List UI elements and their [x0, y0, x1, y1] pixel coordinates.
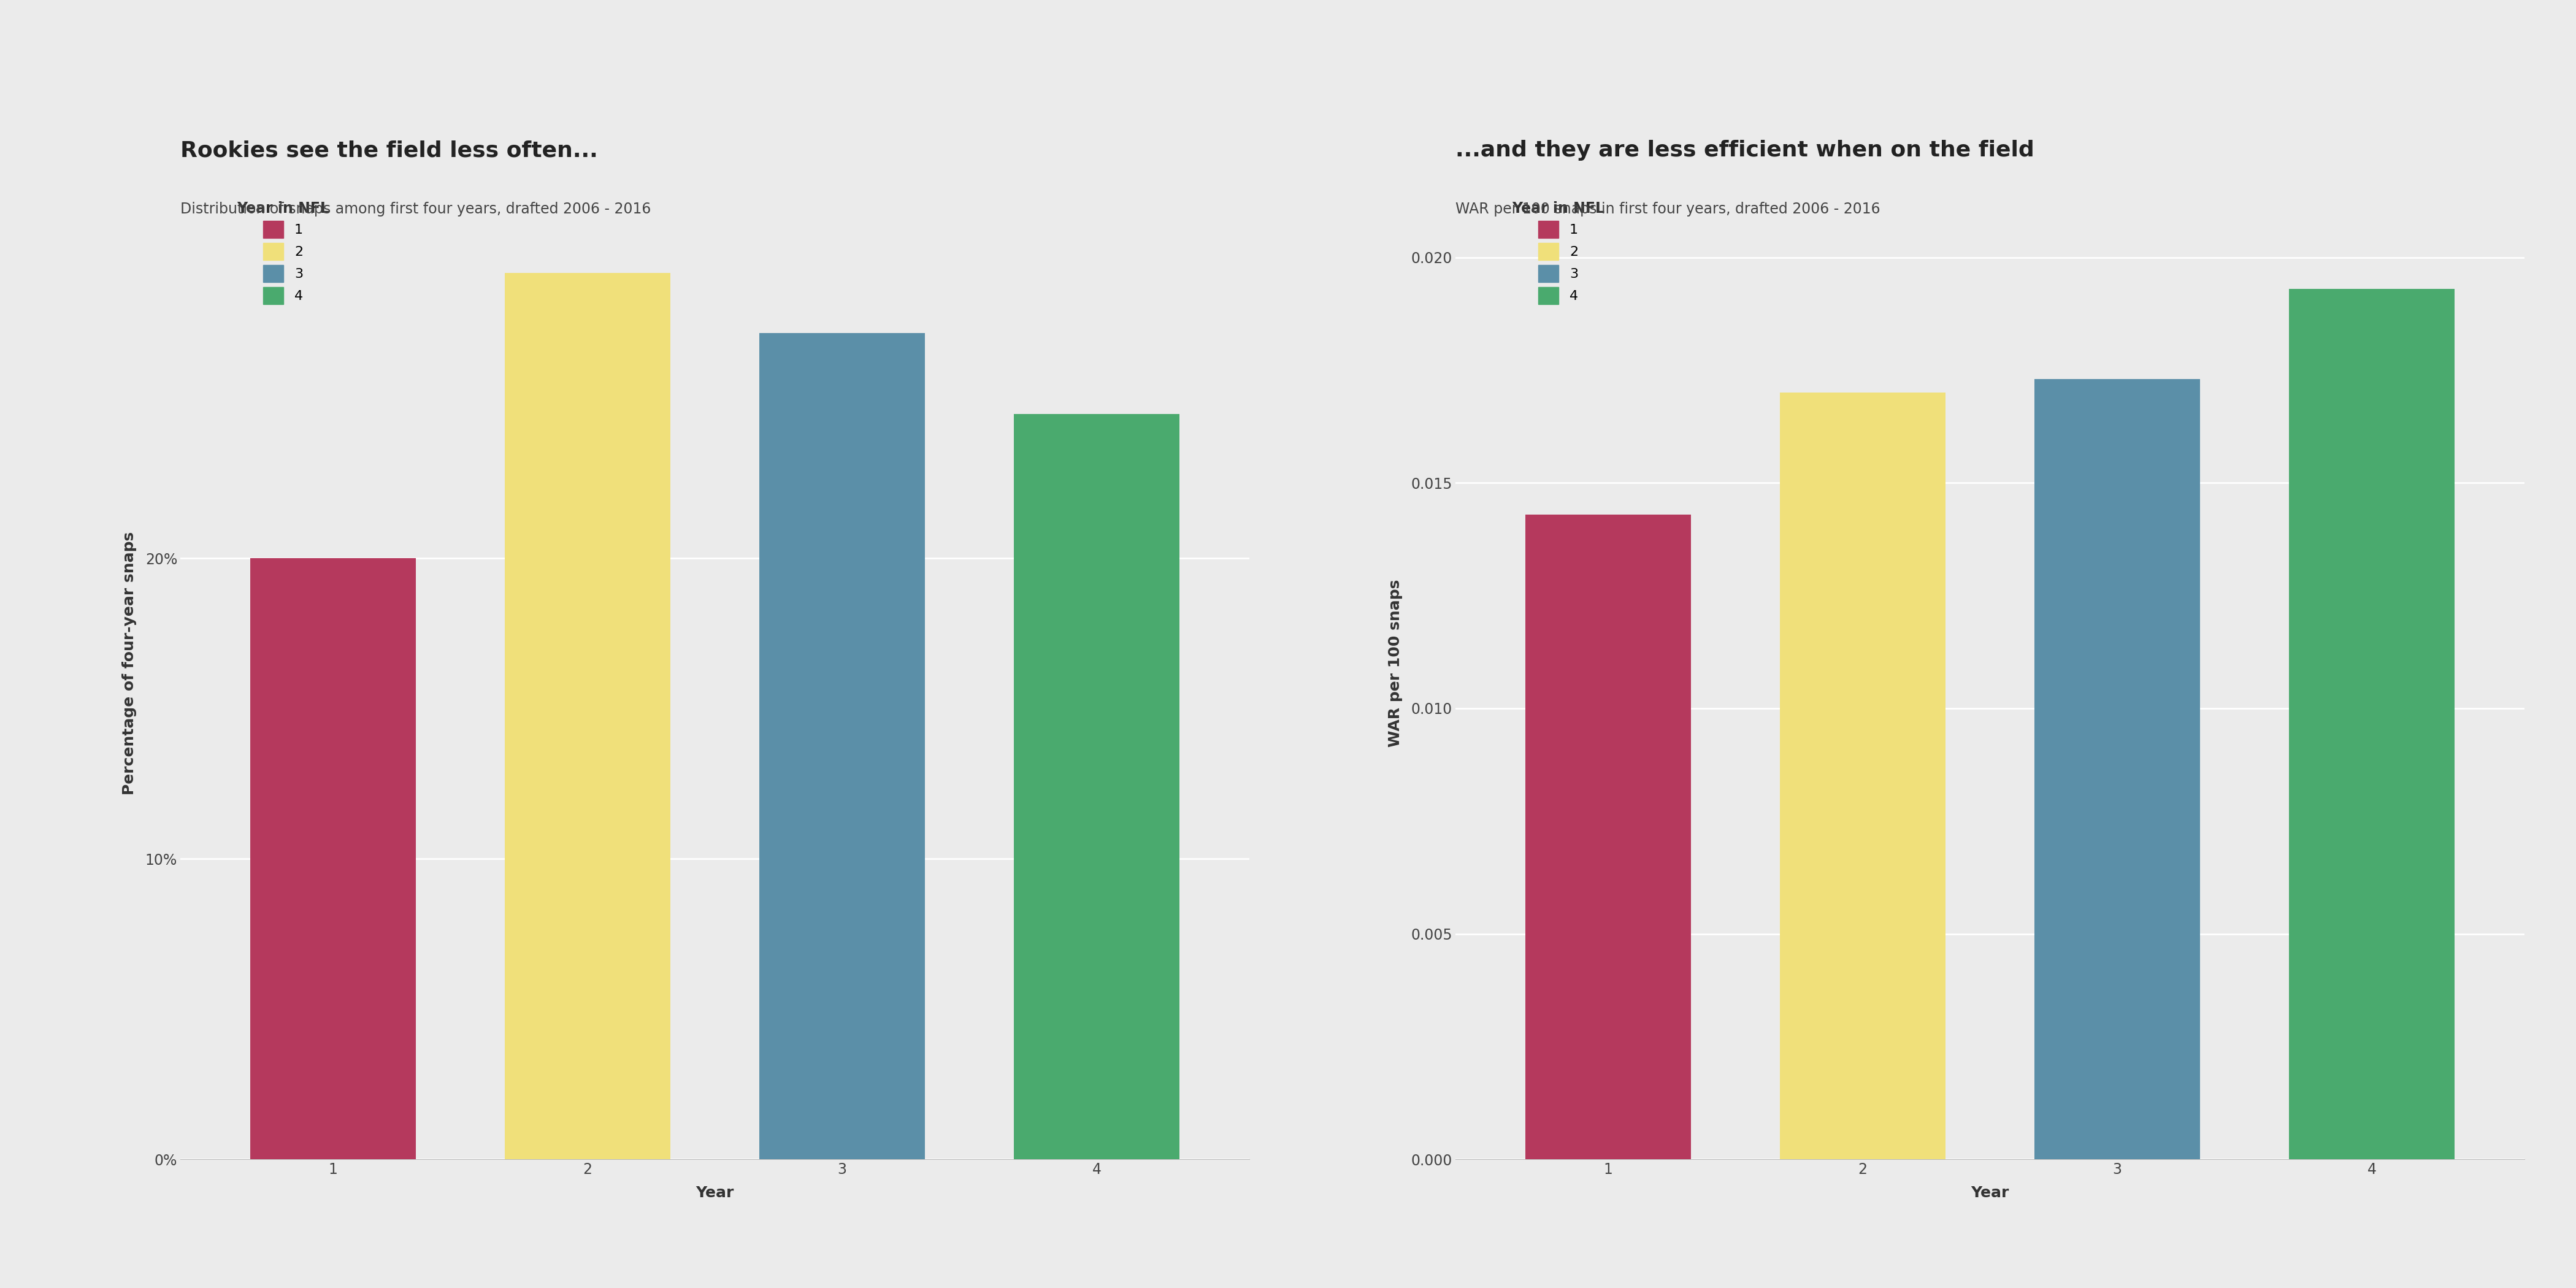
X-axis label: Year: Year [696, 1185, 734, 1200]
Y-axis label: WAR per 100 snaps: WAR per 100 snaps [1388, 580, 1401, 747]
Bar [1525, 514, 1690, 1159]
Legend: 1, 2, 3, 4: 1, 2, 3, 4 [229, 194, 335, 310]
Bar [1015, 413, 1180, 1159]
Text: WAR per 100 snaps in first four years, drafted 2006 - 2016: WAR per 100 snaps in first four years, d… [1455, 202, 1880, 216]
X-axis label: Year: Year [1971, 1185, 2009, 1200]
Bar [1780, 393, 1945, 1159]
Text: Distribution of snaps among first four years, drafted 2006 - 2016: Distribution of snaps among first four y… [180, 202, 652, 216]
Bar [505, 273, 670, 1159]
Bar [760, 332, 925, 1159]
Text: Rookies see the field less often...: Rookies see the field less often... [180, 140, 598, 161]
Y-axis label: Percentage of four-year snaps: Percentage of four-year snaps [121, 532, 137, 795]
Bar [2290, 289, 2455, 1159]
Bar [250, 558, 415, 1159]
Legend: 1, 2, 3, 4: 1, 2, 3, 4 [1504, 194, 1610, 310]
Bar [2035, 379, 2200, 1159]
Text: ...and they are less efficient when on the field: ...and they are less efficient when on t… [1455, 140, 2035, 161]
